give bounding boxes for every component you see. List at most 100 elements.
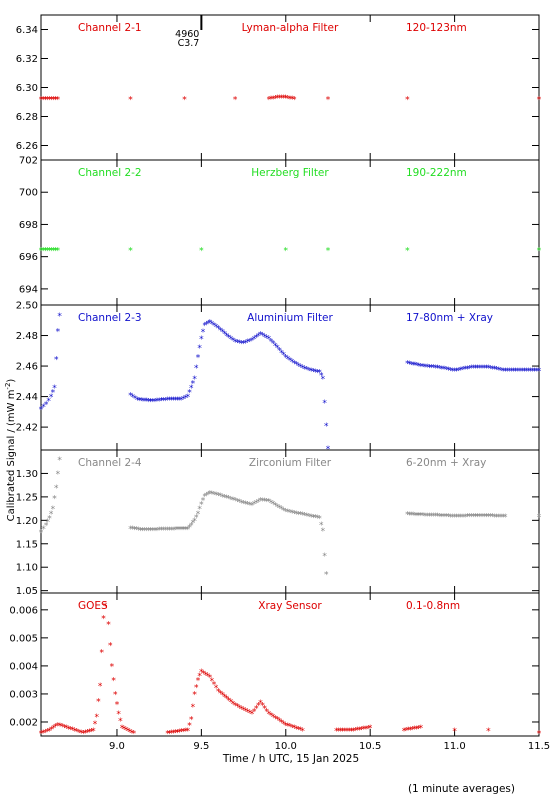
data-point: *: [503, 367, 508, 377]
y-tick-label: 0.006: [9, 605, 38, 616]
data-point: *: [368, 724, 373, 734]
y-axis-label-end: ): [6, 379, 17, 383]
data-point: *: [155, 397, 160, 407]
data-point: *: [486, 727, 491, 737]
data-point: *: [208, 318, 213, 328]
data-point: *: [408, 726, 413, 736]
data-point: *: [81, 730, 86, 740]
x-tick-label: 10.0: [275, 741, 297, 752]
data-point: *: [169, 729, 174, 739]
data-point: *: [116, 710, 121, 720]
data-point: *: [528, 367, 533, 377]
data-point: *: [349, 727, 354, 737]
data-point: *: [227, 696, 232, 706]
data-point: *: [39, 96, 44, 106]
data-point: *: [269, 337, 274, 347]
data-point: *: [524, 367, 529, 377]
data-point: *: [298, 726, 303, 736]
data-point: *: [338, 727, 343, 737]
data-point: *: [204, 320, 209, 330]
data-point: *: [271, 500, 276, 510]
data-point: *: [45, 728, 50, 738]
data-point: *: [224, 332, 229, 342]
data-point: *: [73, 727, 78, 737]
data-point: *: [457, 513, 462, 523]
data-point: *: [290, 723, 295, 733]
data-point: *: [281, 94, 286, 104]
data-point: *: [467, 364, 472, 374]
data-point: *: [405, 511, 410, 521]
data-point: *: [122, 725, 127, 735]
data-point: *: [405, 247, 410, 257]
marker-annotation: 4960 C3.7: [175, 15, 203, 49]
data-point: *: [49, 247, 54, 257]
data-point: *: [44, 522, 49, 532]
data-point: *: [275, 716, 280, 726]
data-point: *: [284, 247, 289, 257]
data-point: *: [52, 495, 57, 505]
data-point: *: [507, 367, 512, 377]
data-point: *: [407, 511, 412, 521]
data-point: *: [233, 338, 238, 348]
data-point: *: [364, 725, 369, 735]
panel-2: 694 696 698 700 702 Channel 2-2 Herzberg Filte…: [19, 156, 542, 306]
y-tick-label: 6.30: [16, 83, 38, 94]
data-point: *: [171, 729, 176, 739]
data-point: *: [170, 526, 175, 536]
data-point: *: [43, 96, 48, 106]
data-point: *: [79, 729, 84, 739]
data-point: *: [56, 470, 61, 480]
panel-band-label: 17-80nm + Xray: [406, 312, 493, 324]
data-point: *: [194, 364, 199, 374]
data-point: *: [463, 365, 468, 375]
data-point: *: [175, 396, 180, 406]
data-point: *: [273, 95, 278, 105]
data-point: *: [153, 397, 158, 407]
data-point: *: [440, 512, 445, 522]
data-point: *: [260, 332, 265, 342]
data-point: *: [252, 707, 257, 717]
data-point: *: [187, 523, 192, 533]
y-axis-label-sup: -2: [4, 383, 12, 390]
data-point: *: [210, 320, 215, 330]
data-point: *: [101, 615, 106, 625]
data-point: *: [450, 367, 455, 377]
data-point: *: [465, 513, 470, 523]
data-point: *: [405, 96, 410, 106]
data-point: *: [180, 728, 185, 738]
data-point: *: [516, 367, 521, 377]
data-point: *: [286, 508, 291, 518]
data-point: *: [284, 353, 289, 363]
data-point: *: [184, 525, 189, 535]
data-point: *: [49, 725, 54, 735]
data-point: *: [214, 491, 219, 501]
data-point: *: [537, 96, 542, 106]
data-point: *: [410, 725, 415, 735]
data-point: *: [307, 512, 312, 522]
data-point: *: [94, 713, 99, 723]
data-point: *: [433, 364, 438, 374]
data-point: *: [503, 513, 508, 523]
data-point: *: [186, 727, 191, 737]
data-point: *: [459, 513, 464, 523]
data-point: *: [231, 496, 236, 506]
panel-frame: [40, 159, 540, 306]
data-point: *: [435, 512, 440, 522]
data-point: *: [518, 367, 523, 377]
data-point: *: [246, 338, 251, 348]
y-tick-label: 1.05: [16, 586, 38, 597]
data-point: *: [281, 351, 286, 361]
data-point: *: [208, 674, 213, 684]
data-point: *: [362, 725, 367, 735]
data-point: *: [488, 364, 493, 374]
y-tick-label: 1.25: [16, 492, 38, 503]
data-point: *: [75, 728, 80, 738]
data-point: *: [231, 700, 236, 710]
data-point: *: [239, 499, 244, 509]
data-point: *: [44, 401, 49, 411]
data-point: *: [173, 729, 178, 739]
data-point: *: [197, 672, 202, 682]
data-point: *: [454, 513, 459, 523]
data-point: *: [292, 509, 297, 519]
data-point: *: [171, 396, 176, 406]
